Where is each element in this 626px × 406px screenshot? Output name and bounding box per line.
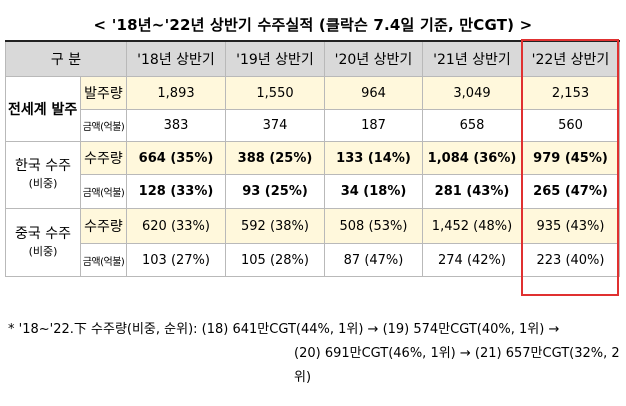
table-cell: 620 (33%) <box>126 208 226 244</box>
header-2022: '22년 상반기 <box>521 40 620 77</box>
metric-label: 금액(억불) <box>80 174 127 209</box>
table-cell: 560 <box>521 109 620 142</box>
metric-label: 수주량 <box>80 141 127 175</box>
table-header-row: 구 분 '18년 상반기 '19년 상반기 '20년 상반기 '21년 상반기 … <box>5 40 620 77</box>
table-cell: 935 (43%) <box>521 208 620 244</box>
table-cell: 281 (43%) <box>422 174 522 209</box>
group-label-china: 중국 수주 (비중) <box>5 208 81 277</box>
table-cell: 133 (14%) <box>324 141 423 175</box>
table-cell: 128 (33%) <box>126 174 226 209</box>
table-cell: 1,550 <box>225 76 325 110</box>
table-row: 금액(억불) 128 (33%) 93 (25%) 34 (18%) 281 (… <box>6 174 620 209</box>
table-cell: 103 (27%) <box>126 243 226 277</box>
table-cell: 658 <box>422 109 522 142</box>
metric-label: 금액(억불) <box>80 243 127 277</box>
table-cell: 265 (47%) <box>521 174 620 209</box>
metric-label: 금액(억불) <box>80 109 127 142</box>
table-cell: 383 <box>126 109 226 142</box>
table-cell: 1,893 <box>126 76 226 110</box>
group-label-korea: 한국 수주 (비중) <box>5 141 81 209</box>
table-cell: 1,084 (36%) <box>422 141 522 175</box>
table-cell: 274 (42%) <box>422 243 522 277</box>
table-cell: 93 (25%) <box>225 174 325 209</box>
table-row: 전세계 발주 발주량 1,893 1,550 964 3,049 2,153 <box>5 76 620 142</box>
table-cell: 388 (25%) <box>225 141 325 175</box>
table-cell: 664 (35%) <box>126 141 226 175</box>
table-cell: 592 (38%) <box>225 208 325 244</box>
table-cell: 87 (47%) <box>324 243 423 277</box>
footnote: * '18~'22.下 수주량(비중, 순위): (18) 641만CGT(44… <box>8 318 622 390</box>
header-2021: '21년 상반기 <box>422 40 522 77</box>
group-label-china-sub: (비중) <box>28 244 58 258</box>
footnote-line-1: * '18~'22.下 수주량(비중, 순위): (18) 641만CGT(44… <box>8 322 560 337</box>
table-cell: 374 <box>225 109 325 142</box>
metric-label: 수주량 <box>80 208 127 244</box>
table-row: 금액(억불) 103 (27%) 105 (28%) 87 (47%) 274 … <box>6 243 620 277</box>
table-cell: 105 (28%) <box>225 243 325 277</box>
table-row: 중국 수주 (비중) 수주량 620 (33%) 592 (38%) 508 (… <box>5 208 620 277</box>
group-label-world: 전세계 발주 <box>5 76 81 142</box>
header-2020: '20년 상반기 <box>324 40 423 77</box>
table-cell: 979 (45%) <box>521 141 620 175</box>
header-2019: '19년 상반기 <box>225 40 325 77</box>
page-title: < '18년~'22년 상반기 수주실적 (클락슨 7.4일 기준, 만CGT)… <box>93 16 533 34</box>
table-cell: 3,049 <box>422 76 522 110</box>
table-cell: 223 (40%) <box>521 243 620 277</box>
header-2018: '18년 상반기 <box>126 40 226 77</box>
group-label-korea-text: 한국 수주 <box>15 158 71 174</box>
table-row: 한국 수주 (비중) 수주량 664 (35%) 388 (25%) 133 (… <box>5 141 620 209</box>
table-cell: 34 (18%) <box>324 174 423 209</box>
table-cell: 1,452 (48%) <box>422 208 522 244</box>
table-cell: 508 (53%) <box>324 208 423 244</box>
header-category: 구 분 <box>5 40 127 77</box>
table-cell: 2,153 <box>521 76 620 110</box>
table-row: 금액(억불) 383 374 187 658 560 <box>6 109 620 142</box>
order-results-table: 구 분 '18년 상반기 '19년 상반기 '20년 상반기 '21년 상반기 … <box>5 40 620 277</box>
group-label-korea-sub: (비중) <box>28 177 58 190</box>
table-cell: 187 <box>324 109 423 142</box>
metric-label: 발주량 <box>80 76 127 110</box>
table-cell: 964 <box>324 76 423 110</box>
group-label-china-text: 중국 수주 <box>15 225 71 242</box>
footnote-line-2: (20) 691만CGT(46%, 1위) → (21) 657만CGT(32%… <box>294 346 620 385</box>
